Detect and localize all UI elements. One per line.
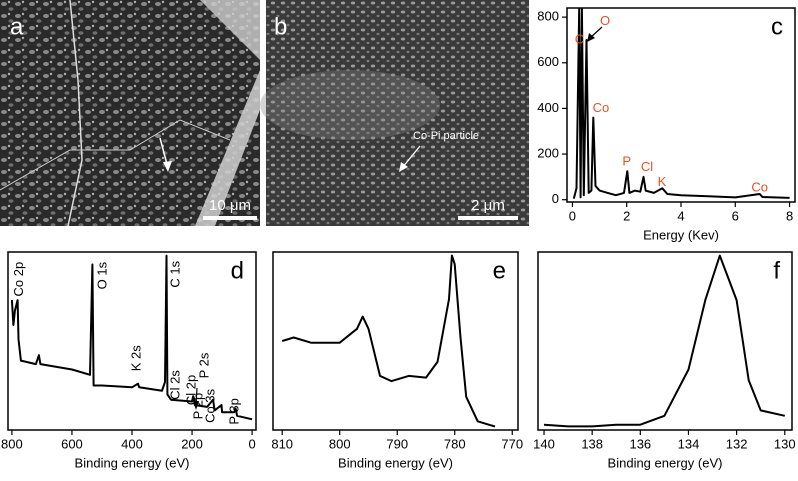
panel-label: d <box>231 257 244 284</box>
x-tick-label: 780 <box>444 436 466 451</box>
peak-label: Cl <box>641 159 653 174</box>
peak-label: Co <box>593 100 610 115</box>
x-tick-label: 4 <box>677 208 684 223</box>
x-tick-label: 140 <box>533 436 555 451</box>
plot-frame <box>272 251 519 431</box>
x-axis-label: Binding energy (eV) <box>608 455 723 470</box>
x-tick-label: 132 <box>726 436 748 451</box>
peak-label: C <box>575 31 584 46</box>
x-tick-label: 130 <box>774 436 796 451</box>
x-tick-label: 800 <box>1 436 23 451</box>
scale-bar-label: 2 μm <box>471 197 505 214</box>
y-tick-label: 400 <box>537 100 559 115</box>
chart-panel: 800 600 400 200 0 Binding energy (eV) d Co 2p O … <box>1 251 257 470</box>
chart-panel: 140 138 136 134 132 130 Binding energy (eV) f <box>533 251 796 470</box>
x-tick-label: 790 <box>386 436 408 451</box>
peak-label: O <box>600 13 610 28</box>
panel-label: a <box>10 13 24 40</box>
plot-frame <box>537 251 793 431</box>
annotation: Co-Pi particle <box>413 130 479 142</box>
scale-bar-label: 10 μm <box>209 197 251 214</box>
x-tick-label: 200 <box>181 436 203 451</box>
panel-label: c <box>771 13 783 40</box>
x-tick-label: 0 <box>248 436 255 451</box>
x-tick-label: 600 <box>61 436 83 451</box>
peak-label: Cl 2s <box>168 370 183 400</box>
peak-label: O 1s <box>94 261 109 289</box>
peak-label: C 1s <box>168 260 183 287</box>
y-tick-label: 800 <box>537 9 559 24</box>
peak-label: K 2s <box>129 345 144 372</box>
y-tick-label: 0 <box>552 191 559 206</box>
chart-panel: 0 2 4 6 8 0 200 400 600 800 Energy (Kev) c C O Co P Cl K C… <box>537 7 796 242</box>
peak-label: P <box>622 153 631 168</box>
panel-label: e <box>493 257 506 284</box>
x-axis-label: Binding energy (eV) <box>338 455 453 470</box>
peak-label: P 2s <box>196 352 211 378</box>
x-tick-label: 8 <box>786 208 793 223</box>
peak-label: Co 3s <box>202 388 217 422</box>
x-tick-label: 800 <box>329 436 351 451</box>
x-tick-label: 134 <box>678 436 700 451</box>
x-tick-label: 2 <box>623 208 630 223</box>
chart-panel: 810 800 790 780 770 Binding energy (eV) e <box>271 251 523 470</box>
peak-label: Cl 2p <box>183 375 198 405</box>
spectrum-line <box>281 254 496 428</box>
x-tick-label: 770 <box>501 436 523 451</box>
y-tick-label: 200 <box>537 146 559 161</box>
x-tick-label: 810 <box>271 436 293 451</box>
sem-image-b: b Co-Pi particle 2 μm <box>260 0 529 226</box>
panel-label: f <box>773 257 780 284</box>
x-axis-label: Energy (Kev) <box>643 227 719 242</box>
y-tick-label: 600 <box>537 54 559 69</box>
peak-label: P 3p <box>226 398 241 425</box>
spectrum-line <box>10 254 253 421</box>
x-tick-label: 400 <box>121 436 143 451</box>
x-tick-label: 6 <box>732 208 739 223</box>
panel-label: b <box>274 13 287 40</box>
sem-image-a: a 10 μm <box>0 0 260 227</box>
spectrum-line <box>572 8 790 199</box>
plot-frame <box>7 251 257 431</box>
peak-label: K <box>658 174 667 189</box>
spectrum-line <box>543 254 786 428</box>
x-tick-label: 136 <box>629 436 651 451</box>
x-tick-label: 0 <box>569 208 576 223</box>
peak-label: P 2p <box>190 393 205 420</box>
peak-label: Co <box>751 180 768 195</box>
x-axis-label: Binding energy (eV) <box>75 455 190 470</box>
x-tick-label: 138 <box>581 436 603 451</box>
peak-label: Co 2p <box>11 262 26 297</box>
